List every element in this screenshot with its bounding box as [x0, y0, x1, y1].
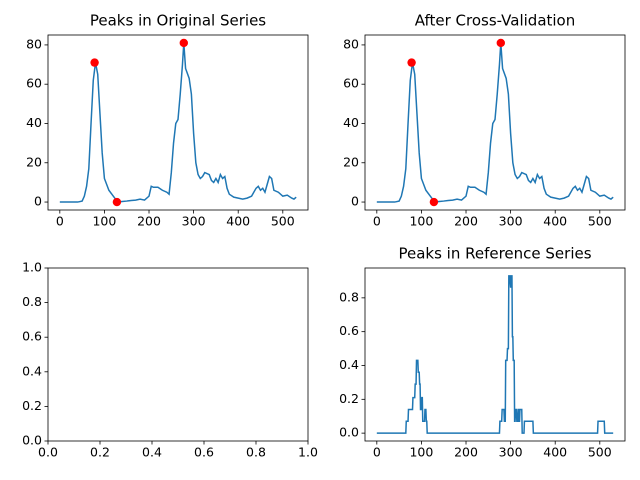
- panel-title: After Cross-Validation: [415, 12, 576, 30]
- peak-marker: [407, 58, 416, 67]
- x-tick-label: 0: [56, 214, 64, 229]
- x-tick-label: 100: [92, 214, 116, 229]
- peak-marker: [179, 38, 188, 48]
- x-tick-label: 500: [588, 445, 612, 460]
- y-tick-label: 0: [34, 194, 42, 209]
- y-tick-label: 40: [343, 115, 359, 130]
- x-tick-label: 500: [271, 214, 295, 229]
- peak-marker: [496, 38, 505, 48]
- x-tick-label: 0: [373, 445, 381, 460]
- y-tick-label: 0.6: [339, 323, 359, 338]
- y-tick-label: 0.2: [339, 391, 359, 406]
- x-tick-label: 300: [182, 214, 206, 229]
- y-tick-label: 20: [26, 154, 42, 169]
- peak-marker: [429, 197, 439, 207]
- y-tick-label: 1.0: [22, 260, 42, 275]
- x-tick-label: 100: [409, 445, 433, 460]
- y-tick-label: 60: [343, 76, 359, 91]
- x-tick-label: 0.2: [90, 445, 110, 460]
- peak-marker: [90, 58, 99, 67]
- axes-frame: [47, 267, 309, 442]
- x-tick-label: 300: [499, 445, 523, 460]
- y-tick-label: 0.4: [22, 363, 42, 378]
- axes-frame: [364, 34, 626, 211]
- x-tick-label: 1.0: [298, 445, 318, 460]
- y-tick-label: 80: [343, 36, 359, 51]
- x-tick-label: 0.6: [194, 445, 214, 460]
- series-line: [376, 275, 614, 434]
- y-tick-label: 0.2: [22, 398, 42, 413]
- x-tick-label: 100: [409, 214, 433, 229]
- x-tick-label: 300: [499, 214, 523, 229]
- x-tick-label: 0: [373, 214, 381, 229]
- x-tick-label: 200: [454, 445, 478, 460]
- x-tick-label: 400: [543, 214, 567, 229]
- x-tick-label: 200: [137, 214, 161, 229]
- x-tick-label: 0.4: [142, 445, 162, 460]
- y-tick-label: 0.0: [339, 425, 359, 440]
- y-tick-label: 20: [343, 154, 359, 169]
- panel-title: Peaks in Original Series: [90, 12, 266, 30]
- x-tick-label: 500: [588, 214, 612, 229]
- series-line: [376, 42, 614, 203]
- series-line: [59, 42, 297, 203]
- y-tick-label: 80: [26, 36, 42, 51]
- axes-frame: [364, 267, 626, 442]
- x-tick-label: 0.0: [38, 445, 58, 460]
- y-tick-label: 40: [26, 115, 42, 130]
- x-tick-label: 400: [543, 445, 567, 460]
- y-tick-label: 0.0: [22, 433, 42, 448]
- y-tick-label: 60: [26, 76, 42, 91]
- axes-frame: [47, 34, 309, 211]
- panel-title: Peaks in Reference Series: [398, 245, 591, 263]
- y-tick-label: 0.4: [339, 357, 359, 372]
- peak-marker: [112, 197, 122, 207]
- y-tick-label: 0.6: [22, 329, 42, 344]
- y-tick-label: 0: [351, 194, 359, 209]
- y-tick-label: 0.8: [339, 289, 359, 304]
- y-tick-label: 0.8: [22, 294, 42, 309]
- x-tick-label: 0.8: [246, 445, 266, 460]
- x-tick-label: 400: [226, 214, 250, 229]
- x-tick-label: 200: [454, 214, 478, 229]
